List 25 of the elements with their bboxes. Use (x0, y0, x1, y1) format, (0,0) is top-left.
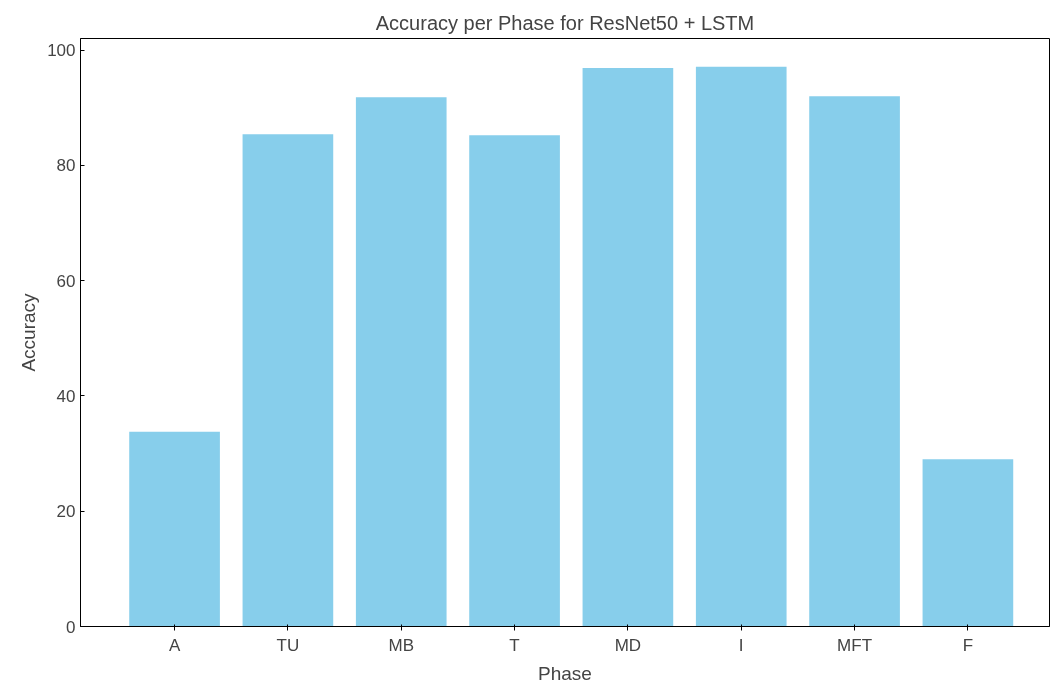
bar (129, 431, 220, 627)
y-tick-label: 40 (56, 386, 76, 406)
y-tick-label: 20 (56, 502, 76, 522)
bar (809, 96, 900, 627)
x-tick-label: A (168, 635, 181, 655)
x-axis-title: Phase (538, 662, 592, 684)
x-tick-label: TU (276, 635, 300, 655)
y-axis-title: Accuracy (18, 292, 40, 372)
x-tick-label: F (962, 635, 974, 655)
chart-title: Accuracy per Phase for ResNet50 + LSTM (375, 11, 755, 34)
bar (582, 67, 674, 627)
bar (922, 459, 1014, 627)
x-tick-label: T (509, 635, 520, 655)
x-tick-label: MB (388, 635, 414, 655)
x-tick-label: MFT (837, 635, 873, 655)
y-tick-label: 80 (56, 156, 76, 176)
x-tick-label: I (738, 635, 744, 655)
bar (355, 97, 447, 627)
bar (695, 66, 787, 627)
bar (242, 134, 334, 627)
x-tick-label: MD (614, 635, 642, 655)
bar (469, 135, 560, 627)
y-tick-label: 60 (56, 271, 76, 291)
y-tick-label: 0 (66, 617, 76, 637)
y-tick-label: 100 (47, 41, 76, 61)
